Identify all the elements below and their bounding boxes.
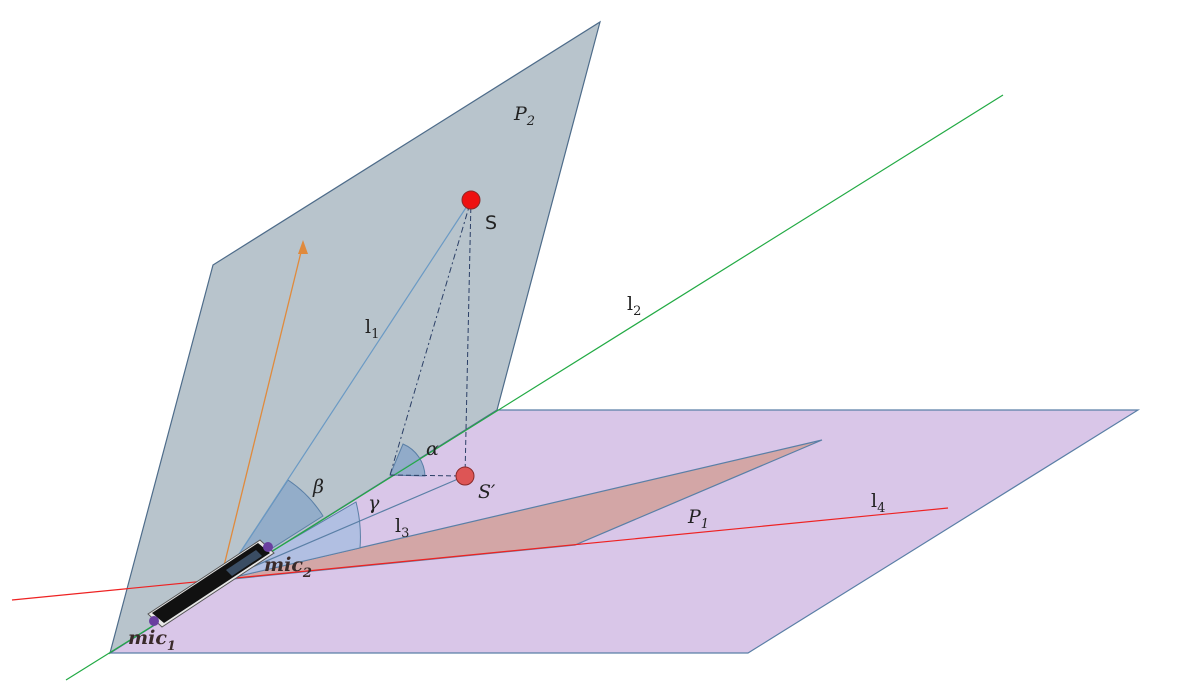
line-l3 — [221, 475, 466, 581]
source-point-s — [461, 190, 481, 210]
label-s-prime: S′ — [478, 481, 496, 503]
projection-point-s-prime — [455, 466, 475, 486]
label-mic2: mic2 — [264, 554, 312, 581]
normal-arrow — [219, 243, 304, 583]
label-alpha: α — [426, 438, 439, 460]
mic1-dot — [149, 616, 159, 626]
label-s: S — [485, 212, 497, 234]
mic2-dot — [263, 542, 273, 552]
label-l2: l2 — [627, 293, 641, 319]
line-l4 — [11, 507, 949, 601]
label-p1: P1 — [687, 506, 709, 532]
label-beta: β — [312, 476, 324, 498]
device-screen — [226, 550, 262, 576]
label-p2: P2 — [513, 103, 535, 129]
label-l3: l3 — [395, 515, 409, 541]
normal-arrow-head — [298, 240, 308, 254]
l2-to-projection-line — [389, 474, 466, 477]
line-l1 — [221, 199, 472, 581]
projection-line — [464, 199, 472, 477]
label-mic1: mic1 — [128, 627, 176, 654]
label-l1: l1 — [365, 316, 379, 342]
source-to-l2-line — [389, 199, 472, 476]
label-gamma: γ — [368, 492, 380, 514]
label-l4: l4 — [871, 490, 885, 516]
